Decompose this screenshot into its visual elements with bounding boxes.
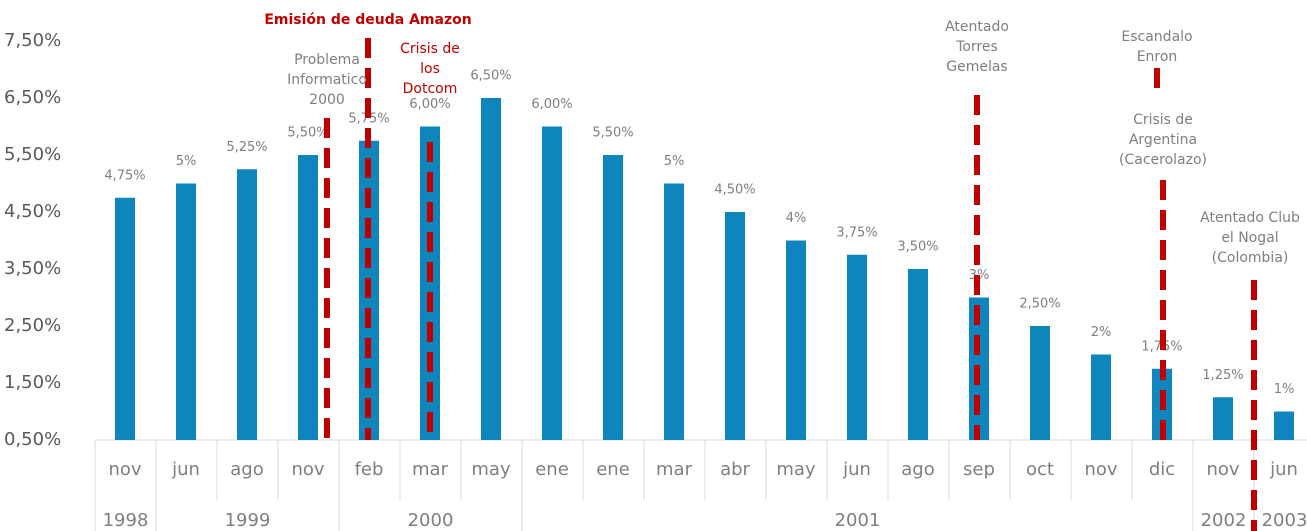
value-label: 5% <box>176 154 197 169</box>
value-label: 4% <box>786 211 807 226</box>
x-tick-label: nov <box>1084 459 1117 480</box>
bar <box>664 183 684 440</box>
year-label: 2002 <box>1201 510 1247 531</box>
year-label: 2001 <box>835 510 881 531</box>
y-tick-label: 4,50% <box>4 201 61 222</box>
value-label: 1% <box>1274 382 1295 397</box>
bar <box>420 126 440 440</box>
x-tick-label: ago <box>901 459 934 480</box>
value-label: 3,75% <box>836 225 877 240</box>
event-label: Crisis de <box>400 41 460 57</box>
value-label: 3,50% <box>897 240 938 255</box>
event-label: Crisis de <box>1133 112 1193 128</box>
value-label: 6,00% <box>531 97 572 112</box>
x-tick-label: nov <box>291 459 324 480</box>
bar <box>542 126 562 440</box>
event-label: Informatico <box>287 72 367 88</box>
bar <box>786 240 806 440</box>
event-label: Gemelas <box>946 59 1007 75</box>
x-tick-label: abr <box>720 459 750 480</box>
y-tick-label: 1,50% <box>4 372 61 393</box>
y-tick-label: 5,50% <box>4 144 61 165</box>
bar <box>847 254 867 440</box>
bar <box>1213 397 1233 440</box>
bar <box>481 98 501 440</box>
event-label: el Nogal <box>1221 230 1278 246</box>
y-tick-label: 6,50% <box>4 87 61 108</box>
x-tick-label: jun <box>171 459 200 480</box>
x-tick-label: ene <box>596 459 630 480</box>
y-tick-label: 3,50% <box>4 258 61 279</box>
x-tick-label: mar <box>656 459 693 480</box>
event-label: 2000 <box>309 92 345 108</box>
x-tick-label: mar <box>412 459 449 480</box>
year-label: 1998 <box>103 510 149 531</box>
event-label: Torres <box>955 39 998 55</box>
value-label: 6,00% <box>409 97 450 112</box>
value-label: 5,25% <box>226 140 267 155</box>
event-label: Atentado <box>945 19 1009 35</box>
value-label: 6,50% <box>470 69 511 84</box>
y-tick-label: 7,50% <box>4 30 61 51</box>
y-tick-label: 0,50% <box>4 429 61 450</box>
bar <box>603 155 623 440</box>
event-label: (Cacerolazo) <box>1119 152 1207 168</box>
x-tick-label: oct <box>1026 459 1054 480</box>
bar <box>1030 326 1050 440</box>
value-label: 4,50% <box>714 183 755 198</box>
value-label: 5,50% <box>287 126 328 141</box>
x-tick-label: may <box>776 459 816 480</box>
bar <box>298 155 318 440</box>
x-tick-label: jun <box>842 459 871 480</box>
y-tick-label: 2,50% <box>4 315 61 336</box>
bar <box>908 269 928 440</box>
x-tick-label: nov <box>1206 459 1239 480</box>
event-label: Escandalo <box>1121 29 1192 45</box>
event-label: Enron <box>1137 49 1178 65</box>
bar <box>176 183 196 440</box>
value-label: 4,75% <box>104 168 145 183</box>
event-label: los <box>420 61 440 77</box>
bar <box>1274 411 1294 440</box>
value-label: 1,25% <box>1202 368 1243 383</box>
event-label: Problema <box>294 52 360 68</box>
x-tick-label: ago <box>230 459 263 480</box>
value-label: 2% <box>1091 325 1112 340</box>
value-label: 5,50% <box>592 126 633 141</box>
x-tick-label: feb <box>355 459 384 480</box>
x-tick-label: sep <box>963 459 995 480</box>
x-tick-label: may <box>471 459 511 480</box>
x-tick-label: jun <box>1269 459 1298 480</box>
x-tick-label: nov <box>108 459 141 480</box>
year-label: 1999 <box>225 510 271 531</box>
bar <box>115 197 135 440</box>
value-label: 5% <box>664 154 685 169</box>
value-label: 5,75% <box>348 111 389 126</box>
x-tick-label: dic <box>1149 459 1175 480</box>
bar <box>1091 354 1111 440</box>
year-label: 2000 <box>408 510 454 531</box>
year-label: 2003 <box>1262 510 1307 531</box>
event-label: Emisión de deuda Amazon <box>264 12 471 28</box>
bar <box>237 169 257 440</box>
event-label: Dotcom <box>403 81 458 97</box>
value-label: 2,50% <box>1019 297 1060 312</box>
x-tick-label: ene <box>535 459 569 480</box>
event-label: Argentina <box>1129 132 1197 148</box>
bar <box>725 212 745 440</box>
event-label: (Colombia) <box>1212 250 1289 266</box>
event-label: Atentado Club <box>1200 210 1300 226</box>
